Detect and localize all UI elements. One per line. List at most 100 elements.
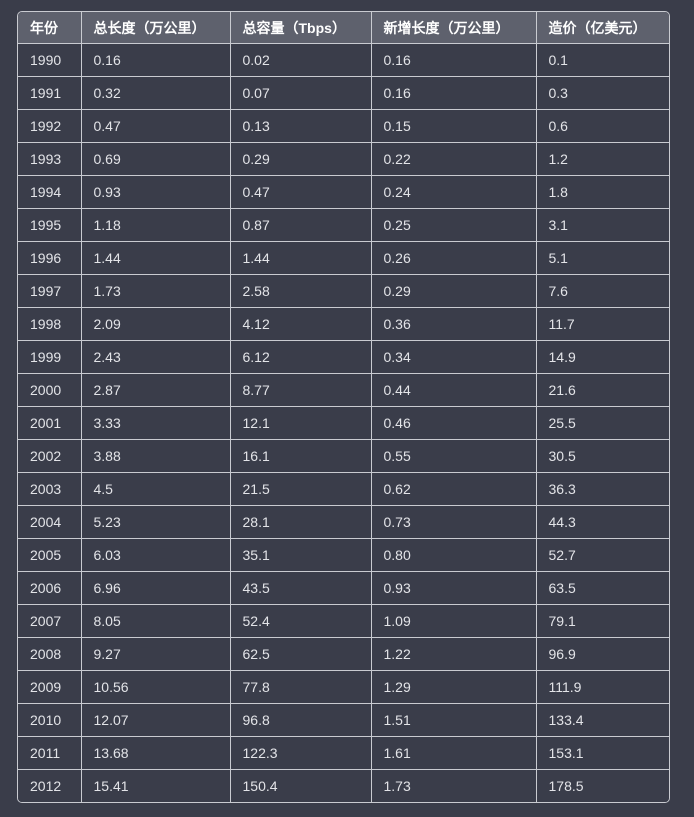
cell-total-length: 10.56 (81, 670, 231, 704)
table-row: 1997 1.73 2.58 0.29 7.6 (18, 274, 669, 308)
cell-year: 2004 (18, 505, 82, 539)
cell-total-capacity: 150.4 (230, 769, 372, 802)
cell-total-capacity: 1.44 (230, 241, 372, 275)
cell-cost: 52.7 (536, 538, 669, 572)
cell-new-length: 1.29 (371, 670, 537, 704)
cell-cost: 0.6 (536, 109, 669, 143)
data-table-container: 年份 总长度（万公里） 总容量（Tbps） 新增长度（万公里） 造价（亿美元） … (17, 11, 670, 803)
cell-total-capacity: 0.29 (230, 142, 372, 176)
cell-new-length: 0.55 (371, 439, 537, 473)
cell-cost: 7.6 (536, 274, 669, 308)
cell-cost: 79.1 (536, 604, 669, 638)
table-row: 2000 2.87 8.77 0.44 21.6 (18, 373, 669, 407)
cell-year: 1990 (18, 43, 82, 77)
cell-total-length: 8.05 (81, 604, 231, 638)
table-row: 2005 6.03 35.1 0.80 52.7 (18, 538, 669, 572)
cell-new-length: 0.16 (371, 43, 537, 77)
cell-cost: 5.1 (536, 241, 669, 275)
cell-total-capacity: 122.3 (230, 736, 372, 770)
table-row: 2008 9.27 62.5 1.22 96.9 (18, 637, 669, 671)
cell-total-capacity: 8.77 (230, 373, 372, 407)
cell-year: 1992 (18, 109, 82, 143)
table-row: 2002 3.88 16.1 0.55 30.5 (18, 439, 669, 473)
cell-total-capacity: 21.5 (230, 472, 372, 506)
cell-total-capacity: 12.1 (230, 406, 372, 440)
cell-new-length: 1.22 (371, 637, 537, 671)
data-table: 年份 总长度（万公里） 总容量（Tbps） 新增长度（万公里） 造价（亿美元） … (18, 12, 669, 802)
table-row: 1991 0.32 0.07 0.16 0.3 (18, 76, 669, 110)
cell-total-capacity: 6.12 (230, 340, 372, 374)
cell-cost: 63.5 (536, 571, 669, 605)
cell-cost: 30.5 (536, 439, 669, 473)
cell-new-length: 0.44 (371, 373, 537, 407)
table-row: 1993 0.69 0.29 0.22 1.2 (18, 142, 669, 176)
table-row: 2003 4.5 21.5 0.62 36.3 (18, 472, 669, 506)
table-row: 1995 1.18 0.87 0.25 3.1 (18, 208, 669, 242)
cell-total-length: 15.41 (81, 769, 231, 802)
cell-year: 2003 (18, 472, 82, 506)
cell-total-length: 2.43 (81, 340, 231, 374)
cell-new-length: 1.09 (371, 604, 537, 638)
cell-total-length: 1.73 (81, 274, 231, 308)
cell-new-length: 0.29 (371, 274, 537, 308)
cell-total-length: 5.23 (81, 505, 231, 539)
table-row: 1994 0.93 0.47 0.24 1.8 (18, 175, 669, 209)
table-row: 2001 3.33 12.1 0.46 25.5 (18, 406, 669, 440)
cell-total-length: 13.68 (81, 736, 231, 770)
table-row: 2011 13.68 122.3 1.61 153.1 (18, 736, 669, 770)
table-row: 2012 15.41 150.4 1.73 178.5 (18, 769, 669, 802)
cell-total-capacity: 77.8 (230, 670, 372, 704)
table-row: 2004 5.23 28.1 0.73 44.3 (18, 505, 669, 539)
cell-new-length: 0.93 (371, 571, 537, 605)
cell-total-length: 0.32 (81, 76, 231, 110)
cell-year: 1994 (18, 175, 82, 209)
table-row: 1998 2.09 4.12 0.36 11.7 (18, 307, 669, 341)
cell-cost: 111.9 (536, 670, 669, 704)
table-row: 2009 10.56 77.8 1.29 111.9 (18, 670, 669, 704)
table-row: 2006 6.96 43.5 0.93 63.5 (18, 571, 669, 605)
header-new-length: 新增长度（万公里） (371, 12, 537, 44)
cell-total-length: 6.96 (81, 571, 231, 605)
cell-new-length: 0.22 (371, 142, 537, 176)
cell-year: 2008 (18, 637, 82, 671)
cell-new-length: 0.36 (371, 307, 537, 341)
cell-total-capacity: 2.58 (230, 274, 372, 308)
cell-new-length: 0.16 (371, 76, 537, 110)
cell-total-capacity: 96.8 (230, 703, 372, 737)
cell-total-length: 6.03 (81, 538, 231, 572)
cell-new-length: 1.73 (371, 769, 537, 802)
cell-year: 1999 (18, 340, 82, 374)
cell-total-capacity: 62.5 (230, 637, 372, 671)
header-year: 年份 (18, 12, 82, 44)
cell-cost: 96.9 (536, 637, 669, 671)
header-cost: 造价（亿美元） (536, 12, 669, 44)
cell-new-length: 0.25 (371, 208, 537, 242)
cell-total-capacity: 0.87 (230, 208, 372, 242)
cell-total-length: 9.27 (81, 637, 231, 671)
cell-total-length: 2.87 (81, 373, 231, 407)
cell-total-length: 12.07 (81, 703, 231, 737)
cell-year: 1997 (18, 274, 82, 308)
cell-year: 2001 (18, 406, 82, 440)
cell-total-length: 1.44 (81, 241, 231, 275)
cell-new-length: 0.80 (371, 538, 537, 572)
cell-cost: 36.3 (536, 472, 669, 506)
cell-total-length: 2.09 (81, 307, 231, 341)
cell-new-length: 1.61 (371, 736, 537, 770)
header-total-capacity: 总容量（Tbps） (230, 12, 372, 44)
cell-cost: 21.6 (536, 373, 669, 407)
table-header: 年份 总长度（万公里） 总容量（Tbps） 新增长度（万公里） 造价（亿美元） (18, 12, 669, 44)
cell-year: 1998 (18, 307, 82, 341)
cell-cost: 153.1 (536, 736, 669, 770)
cell-total-capacity: 0.13 (230, 109, 372, 143)
cell-total-capacity: 43.5 (230, 571, 372, 605)
cell-new-length: 0.15 (371, 109, 537, 143)
cell-year: 2009 (18, 670, 82, 704)
cell-total-capacity: 35.1 (230, 538, 372, 572)
cell-total-length: 0.93 (81, 175, 231, 209)
cell-cost: 1.8 (536, 175, 669, 209)
header-row: 年份 总长度（万公里） 总容量（Tbps） 新增长度（万公里） 造价（亿美元） (18, 12, 669, 44)
table-row: 1996 1.44 1.44 0.26 5.1 (18, 241, 669, 275)
cell-cost: 0.1 (536, 43, 669, 77)
cell-cost: 14.9 (536, 340, 669, 374)
